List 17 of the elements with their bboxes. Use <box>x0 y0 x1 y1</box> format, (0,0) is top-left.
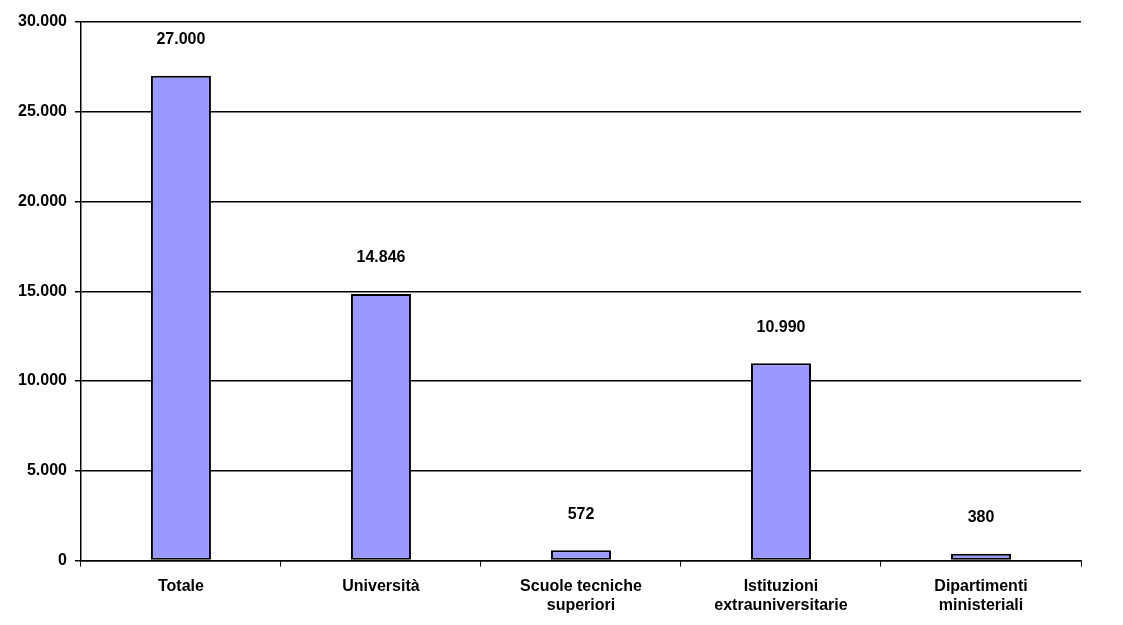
x-tick-label: Università <box>342 576 420 594</box>
y-tick-label: 10.000 <box>18 371 68 389</box>
y-tick-label: 5.000 <box>26 461 68 479</box>
x-tick-label: Istituzioni extrauniversitarie <box>714 576 848 613</box>
data-label: 27.000 <box>156 30 206 48</box>
data-label: 14.846 <box>356 248 406 266</box>
y-tick-label: 15.000 <box>18 281 68 299</box>
y-tick-label: 25.000 <box>18 102 68 120</box>
x-tick-label: Dipartimenti ministeriali <box>934 576 1028 613</box>
y-tick-label: 20.000 <box>18 191 68 209</box>
x-tick-label: Totale <box>157 576 205 594</box>
data-label: 572 <box>567 504 595 522</box>
x-tick-label: Scuole tecniche superiori <box>520 576 642 613</box>
data-label: 380 <box>967 508 995 526</box>
y-tick-label: 30.000 <box>18 12 68 30</box>
y-tick-label: 0 <box>58 551 68 569</box>
data-label: 10.990 <box>756 317 806 335</box>
